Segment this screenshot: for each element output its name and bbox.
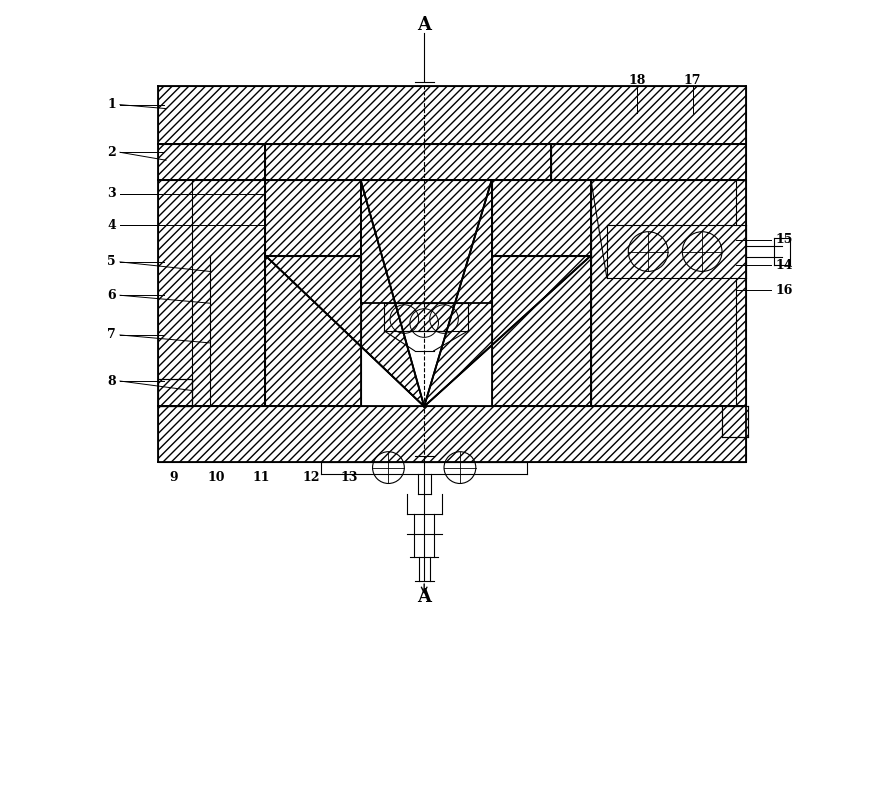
Polygon shape [360,180,492,303]
Polygon shape [158,180,265,406]
Polygon shape [722,406,748,437]
Polygon shape [265,256,360,406]
Text: 12: 12 [303,471,320,485]
Text: A: A [418,588,431,606]
Text: 7: 7 [108,328,116,341]
Polygon shape [265,144,551,180]
Text: 5: 5 [108,255,116,269]
Text: 3: 3 [108,187,116,200]
Polygon shape [265,180,360,256]
Text: 13: 13 [340,471,358,485]
Text: 18: 18 [628,74,646,88]
Polygon shape [158,379,193,406]
Text: 6: 6 [108,289,116,302]
Text: 11: 11 [253,471,270,485]
Polygon shape [424,180,591,406]
Text: 2: 2 [108,146,116,159]
Text: 10: 10 [207,471,225,485]
Text: 4: 4 [108,219,116,232]
Text: 17: 17 [684,74,702,88]
Text: A: A [418,16,431,34]
Polygon shape [158,86,745,144]
Polygon shape [591,180,745,406]
Polygon shape [492,180,591,256]
Polygon shape [492,256,591,406]
Text: 15: 15 [775,234,793,246]
Text: 16: 16 [775,284,793,297]
Text: 1: 1 [108,98,116,111]
Polygon shape [384,303,468,331]
Text: 9: 9 [169,471,178,485]
Text: 8: 8 [108,375,116,387]
Polygon shape [158,144,265,180]
Polygon shape [551,144,745,180]
Text: 14: 14 [775,258,793,272]
Polygon shape [158,406,745,462]
Polygon shape [265,180,424,406]
